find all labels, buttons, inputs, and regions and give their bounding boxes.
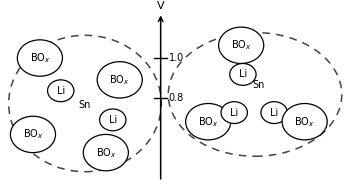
Ellipse shape: [83, 134, 128, 171]
Ellipse shape: [186, 104, 231, 140]
Ellipse shape: [219, 27, 264, 64]
Text: BO$_x$: BO$_x$: [29, 51, 50, 65]
Text: V: V: [157, 1, 164, 11]
Text: 0.8: 0.8: [169, 93, 184, 103]
Text: Li: Li: [270, 108, 278, 118]
Text: Li: Li: [57, 86, 65, 96]
Ellipse shape: [97, 62, 142, 98]
Ellipse shape: [100, 109, 126, 131]
Ellipse shape: [17, 40, 62, 76]
Ellipse shape: [230, 64, 256, 85]
Text: Li: Li: [239, 69, 247, 79]
Text: 1.0: 1.0: [169, 53, 184, 63]
Ellipse shape: [282, 104, 327, 140]
Ellipse shape: [261, 102, 287, 124]
Text: BO$_x$: BO$_x$: [95, 146, 116, 160]
Text: Sn: Sn: [79, 100, 91, 110]
Text: BO$_x$: BO$_x$: [231, 38, 252, 52]
Text: BO$_x$: BO$_x$: [109, 73, 130, 87]
Text: BO$_x$: BO$_x$: [294, 115, 315, 129]
Ellipse shape: [10, 116, 56, 153]
Text: Sn: Sn: [252, 80, 265, 90]
Text: Li: Li: [230, 108, 238, 118]
Ellipse shape: [48, 80, 74, 102]
Text: BO$_x$: BO$_x$: [198, 115, 219, 129]
Text: Li: Li: [109, 115, 117, 125]
Text: BO$_x$: BO$_x$: [23, 128, 43, 141]
Ellipse shape: [221, 102, 247, 124]
